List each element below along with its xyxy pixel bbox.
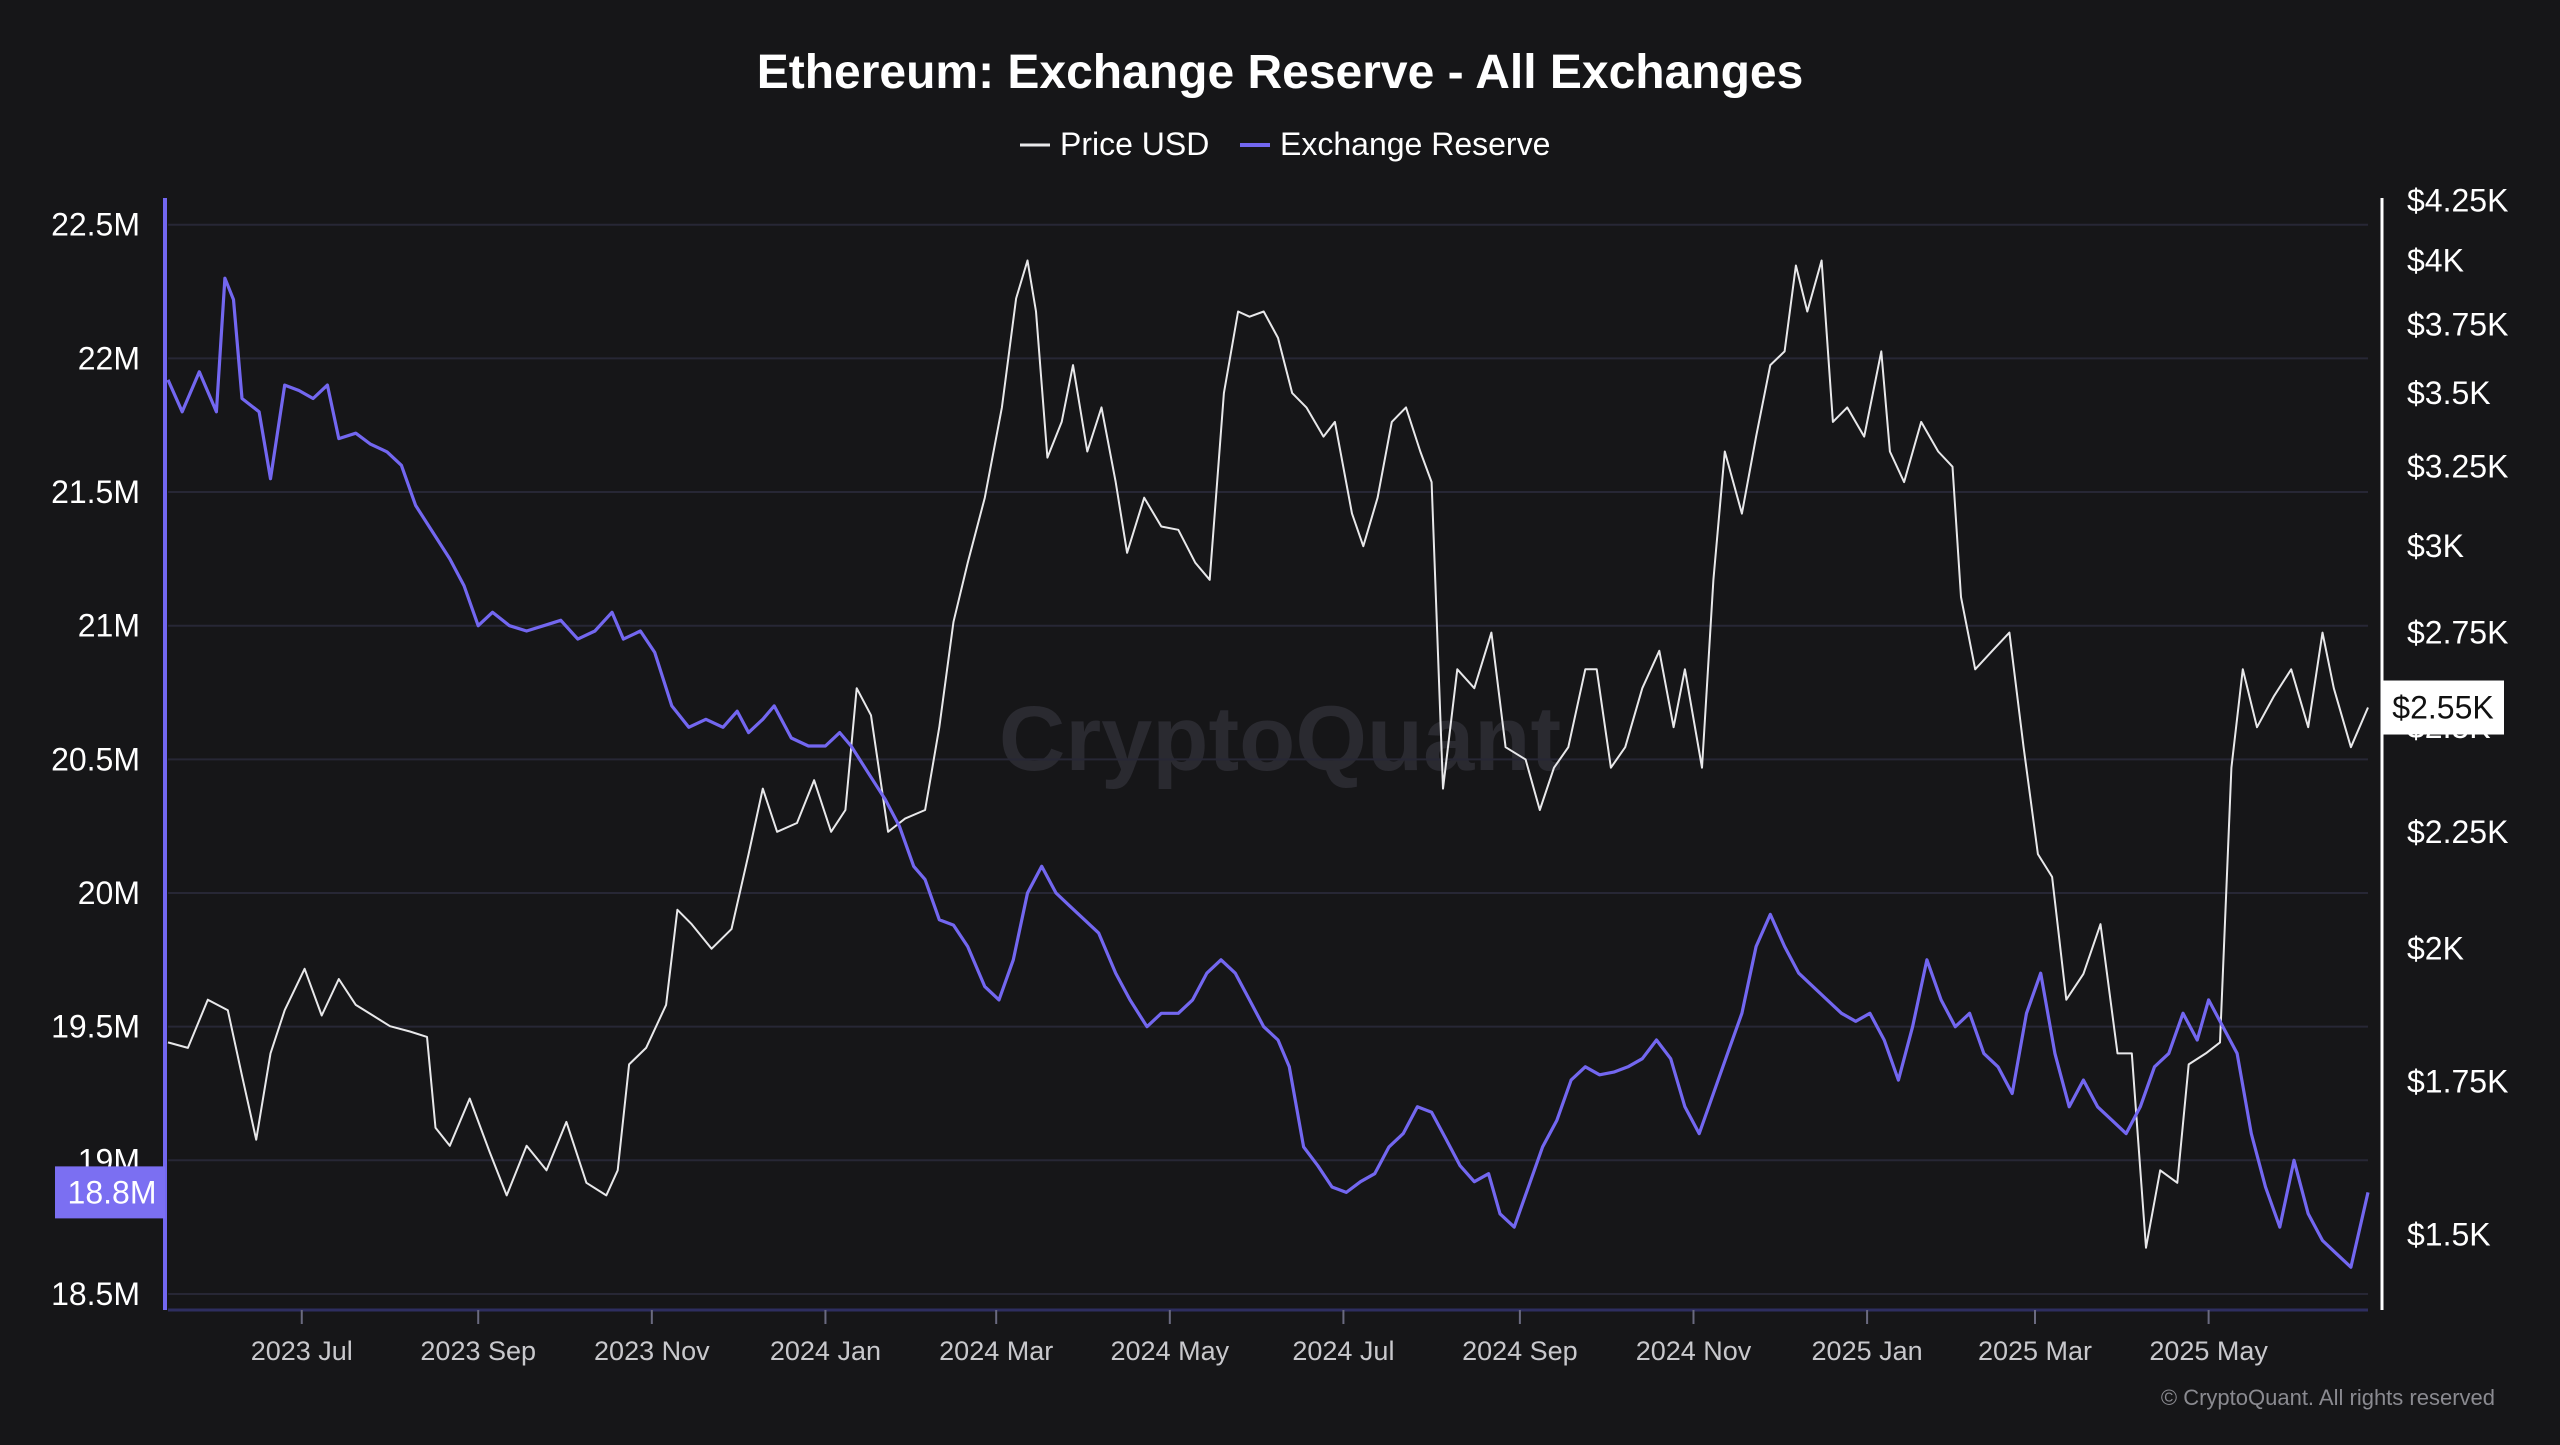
current-reserve-badge-bg (55, 1166, 165, 1219)
current-reserve-badge: 18.8M (55, 1166, 165, 1219)
current-price-badge-bg (2382, 680, 2504, 735)
axes (163, 198, 2384, 1324)
y-right-tick-label: $2K (2407, 931, 2464, 967)
legend-price-label: Price USD (1060, 126, 1209, 162)
y-left-tick-label: 21.5M (51, 474, 140, 510)
series-line-exchange-reserve (166, 276, 2370, 1269)
legend: Price USD Exchange Reserve (1020, 126, 1550, 162)
y-left-tick-label: 19.5M (51, 1009, 140, 1045)
y-right-tick-label: $1.75K (2407, 1063, 2508, 1099)
y-right-tick-label: $3K (2407, 528, 2464, 564)
current-reserve-value: 18.8M (68, 1174, 157, 1210)
y-left-tick-label: 18.5M (51, 1276, 140, 1312)
x-tick-label: 2024 Nov (1636, 1336, 1752, 1366)
y-right-tick-label: $2.25K (2407, 814, 2508, 850)
series-line-price-usd (167, 259, 2369, 1249)
y-right-tick-label: $3.5K (2407, 375, 2491, 411)
x-tick-label: 2024 Jan (770, 1336, 881, 1366)
series (166, 259, 2370, 1269)
y-right-tick-label: $2.75K (2407, 615, 2508, 651)
y-left-tick-label: 20M (78, 875, 140, 911)
x-tick-label: 2023 Nov (594, 1336, 710, 1366)
grid-lines (168, 223, 2368, 1295)
x-tick-label: 2025 Jan (1812, 1336, 1923, 1366)
x-tick-label: 2024 May (1111, 1336, 1230, 1366)
x-tick-label: 2025 Mar (1978, 1336, 2092, 1366)
x-tick-label: 2023 Sep (420, 1336, 536, 1366)
legend-reserve-label: Exchange Reserve (1280, 126, 1550, 162)
chart-title: Ethereum: Exchange Reserve - All Exchang… (757, 46, 1804, 99)
copyright-text: © CryptoQuant. All rights reserved (2161, 1385, 2495, 1410)
tick-labels: 22.5M22M21.5M21M20.5M20M19.5M19M18.5M$4.… (51, 182, 2508, 1366)
watermark: CryptoQuant (999, 688, 1561, 790)
current-price-value: $2.55K (2392, 690, 2493, 726)
y-right-tick-label: $4K (2407, 243, 2464, 279)
y-left-tick-label: 22M (78, 340, 140, 376)
x-tick-label: 2024 Sep (1462, 1336, 1578, 1366)
y-left-tick-label: 21M (78, 608, 140, 644)
x-tick-label: 2024 Mar (939, 1336, 1053, 1366)
x-tick-label: 2023 Jul (251, 1336, 353, 1366)
x-tick-label: 2024 Jul (1292, 1336, 1394, 1366)
current-price-badge: $2.55K (2382, 680, 2504, 735)
y-left-tick-label: 20.5M (51, 741, 140, 777)
x-tick-label: 2025 May (2149, 1336, 2268, 1366)
y-right-tick-label: $4.25K (2407, 182, 2508, 218)
y-right-tick-label: $3.75K (2407, 307, 2508, 343)
y-right-tick-label: $1.5K (2407, 1216, 2491, 1252)
y-left-tick-label: 22.5M (51, 207, 140, 243)
y-right-tick-label: $3.25K (2407, 449, 2508, 485)
